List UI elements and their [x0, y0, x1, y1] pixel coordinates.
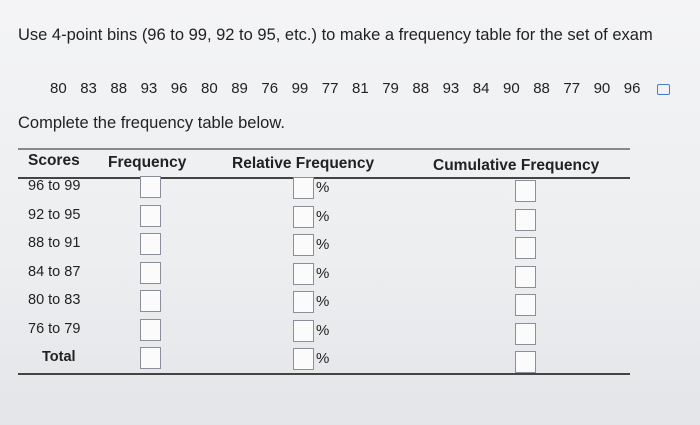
frequency-input[interactable] — [140, 233, 161, 255]
score: 88 — [533, 80, 550, 97]
cumulative-frequency-input[interactable] — [515, 322, 536, 345]
score: 90 — [503, 80, 520, 97]
score: 96 — [170, 80, 188, 97]
table-top-line — [18, 148, 630, 150]
percent-sign: % — [316, 350, 330, 367]
row-label: 92 to 95 — [28, 206, 81, 223]
percent-sign: % — [316, 264, 330, 282]
relative-frequency-input[interactable] — [293, 234, 314, 256]
row-label: Total — [42, 349, 76, 365]
cumulative-frequency-input[interactable] — [515, 237, 536, 259]
score: 88 — [110, 80, 128, 97]
copy-icon[interactable] — [657, 84, 670, 95]
percent-sign: % — [316, 207, 330, 225]
frequency-input[interactable] — [140, 204, 161, 227]
relative-frequency-input[interactable] — [293, 348, 314, 370]
prompt: Complete the frequency table below. — [18, 114, 285, 132]
row-label: 96 to 99 — [28, 178, 81, 194]
score: 93 — [140, 80, 158, 97]
column-header: Frequency — [108, 153, 187, 171]
row-label: 84 to 87 — [28, 263, 81, 280]
cumulative-frequency-input[interactable] — [515, 351, 536, 373]
score: 89 — [231, 80, 248, 97]
percent-sign: % — [316, 236, 330, 253]
frequency-input[interactable] — [140, 261, 161, 284]
score: 96 — [623, 80, 641, 97]
percent-sign: % — [316, 321, 330, 339]
frequency-input[interactable] — [140, 176, 161, 198]
score: 80 — [50, 80, 67, 97]
relative-frequency-input[interactable] — [293, 291, 314, 313]
row-label: 76 to 79 — [28, 320, 81, 337]
score: 76 — [261, 80, 279, 97]
row-label: 88 to 91 — [28, 235, 81, 251]
frequency-input[interactable] — [140, 318, 161, 341]
table-bottom-line — [18, 373, 630, 375]
score: 80 — [201, 80, 218, 97]
cumulative-frequency-input[interactable] — [515, 265, 536, 288]
frequency-input[interactable] — [140, 347, 161, 369]
relative-frequency-input[interactable] — [293, 319, 314, 342]
score: 79 — [382, 80, 399, 97]
score: 77 — [563, 80, 581, 97]
row-label: 80 to 83 — [28, 292, 81, 308]
score: 77 — [321, 80, 339, 97]
relative-frequency-input[interactable] — [293, 262, 314, 285]
relative-frequency-input[interactable] — [293, 177, 314, 199]
score: 81 — [352, 80, 369, 97]
score: 83 — [80, 80, 97, 97]
frequency-input[interactable] — [140, 290, 161, 312]
instruction: Use 4-point bins (96 to 99, 92 to 95, et… — [18, 26, 653, 44]
column-header: Scores — [28, 152, 80, 169]
score: 90 — [593, 80, 611, 97]
cumulative-frequency-input[interactable] — [515, 208, 536, 231]
percent-sign: % — [316, 179, 330, 196]
cumulative-frequency-input[interactable] — [515, 294, 536, 316]
relative-frequency-input[interactable] — [293, 205, 314, 228]
score: 93 — [442, 80, 460, 97]
score: 88 — [412, 80, 430, 97]
score: 99 — [291, 80, 309, 97]
percent-sign: % — [316, 293, 330, 310]
column-header: Relative Frequency — [232, 155, 375, 172]
header-line — [18, 177, 630, 179]
score: 84 — [472, 80, 490, 97]
column-header: Cumulative Frequency — [433, 156, 600, 174]
cumulative-frequency-input[interactable] — [515, 180, 536, 202]
